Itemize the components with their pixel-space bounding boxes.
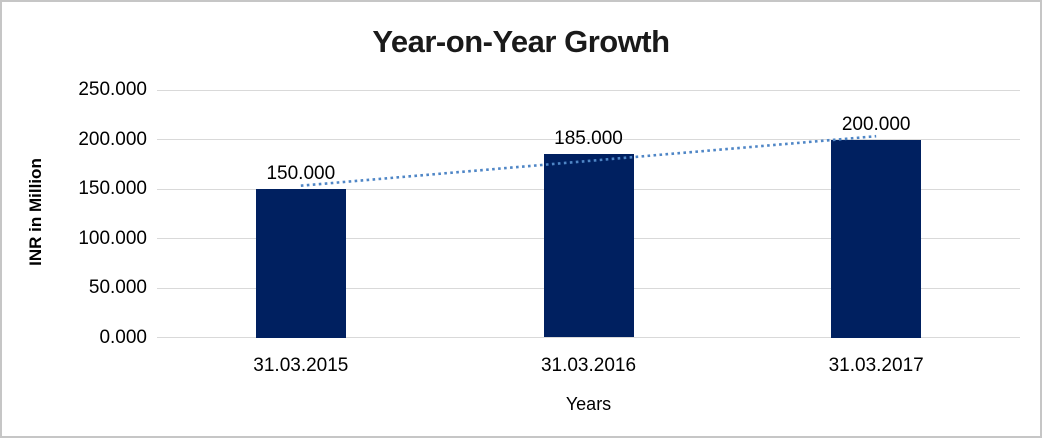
y-tick-label: 200.000	[78, 128, 147, 150]
y-tick-label: 250.000	[78, 79, 147, 100]
plot-area: 150.000 185.000 200.000	[157, 89, 1020, 338]
bar	[831, 139, 922, 338]
chart-title: Year-on-Year Growth	[372, 24, 670, 59]
data-label: 200.000	[841, 113, 911, 135]
bar	[255, 189, 346, 338]
x-tick-label: 31.03.2016	[540, 355, 637, 376]
gridline	[157, 89, 1020, 91]
y-tick-label: 0.000	[99, 326, 147, 348]
y-axis-title-text: INR in Million	[26, 158, 45, 266]
trendline-path	[300, 134, 877, 187]
x-axis-title: Years	[565, 394, 612, 414]
gridline	[157, 337, 1020, 338]
bar	[543, 154, 634, 338]
data-label: 150.000	[266, 163, 336, 184]
y-tick-label: 50.000	[88, 277, 147, 298]
x-tick-label: 31.03.2015	[253, 355, 349, 376]
trendline	[300, 134, 877, 187]
gridline	[157, 139, 1020, 140]
y-tick-label: 150.000	[78, 178, 147, 199]
data-label: 185.000	[554, 128, 623, 150]
x-tick-label: 31.03.2017	[828, 355, 924, 376]
y-tick-label: 100.000	[78, 227, 147, 249]
